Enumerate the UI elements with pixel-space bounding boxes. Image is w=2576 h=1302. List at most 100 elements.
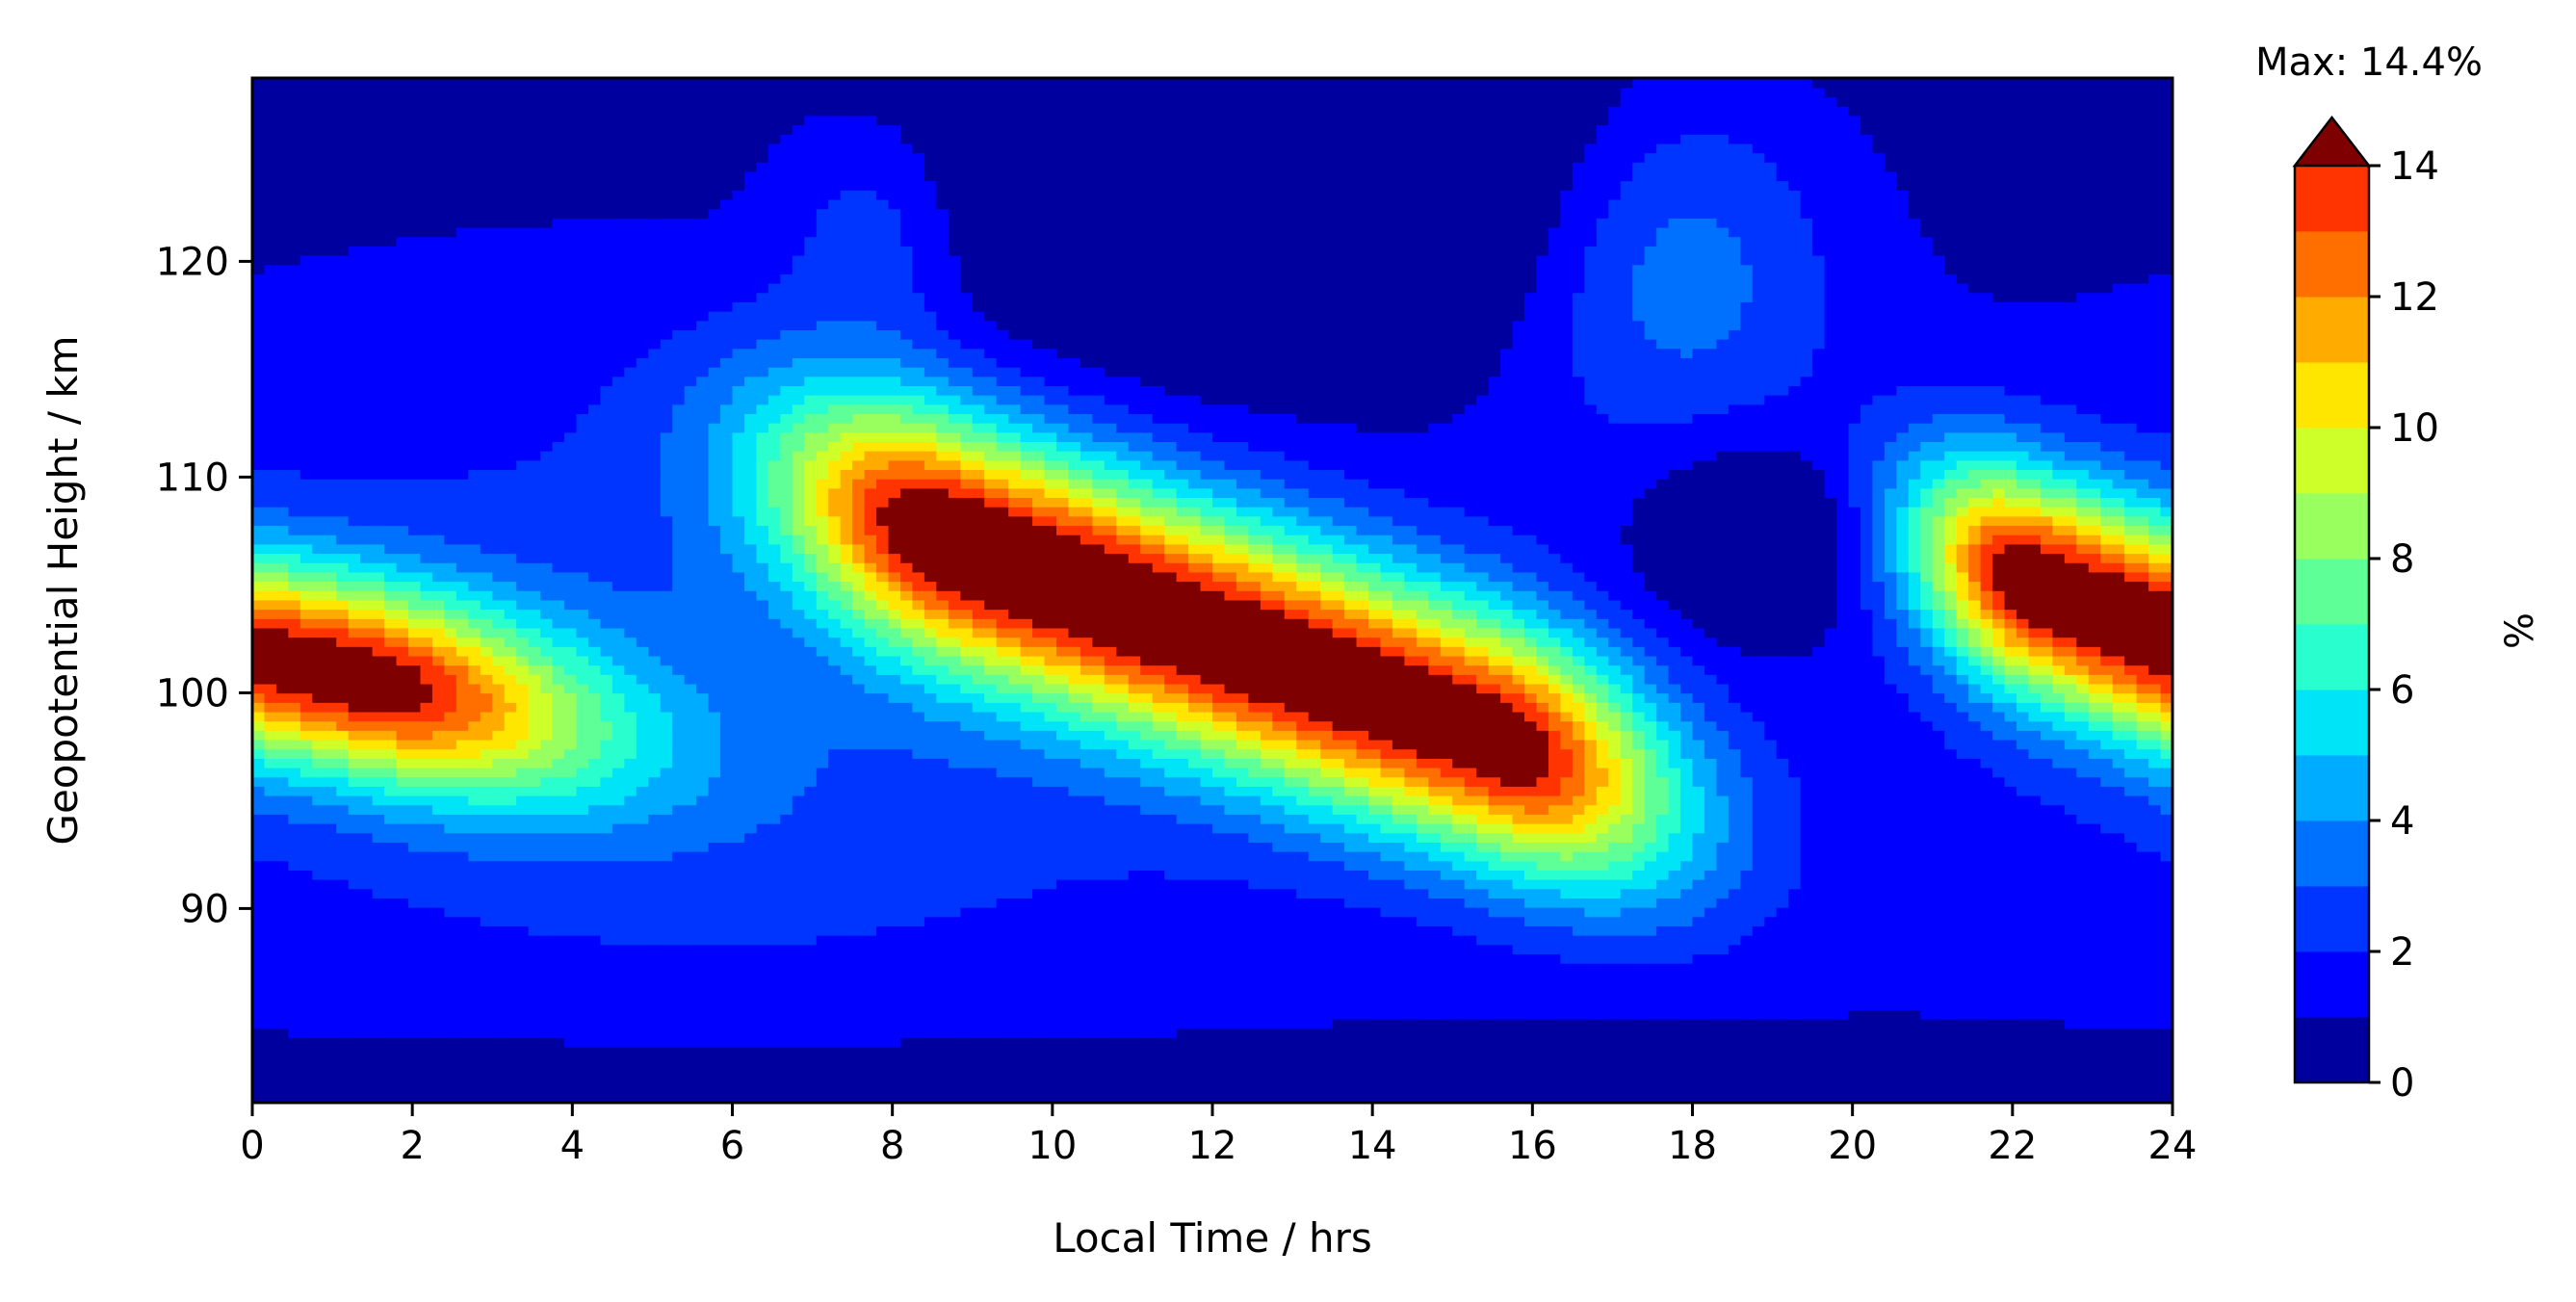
contour-cell [648, 170, 662, 182]
contour-cell [684, 180, 697, 191]
contour-cell [444, 282, 457, 294]
contour-cell [444, 1055, 457, 1067]
contour-cell [636, 162, 650, 172]
contour-cell [564, 1028, 578, 1039]
contour-cell [564, 702, 578, 713]
contour-cell [504, 720, 517, 731]
contour-cell [396, 571, 409, 583]
contour-cell [576, 515, 589, 527]
contour-cell [275, 711, 290, 722]
contour-cell [360, 748, 374, 759]
contour-cell [636, 1000, 650, 1011]
contour-cell [492, 898, 506, 908]
contour-cell [564, 748, 578, 759]
contour-cell [720, 720, 734, 731]
contour-cell [780, 906, 794, 918]
contour-cell [600, 282, 613, 294]
contour-cell [576, 581, 589, 591]
contour-cell [480, 850, 494, 862]
contour-cell [420, 218, 433, 228]
contour-cell [624, 888, 637, 898]
contour-cell [360, 152, 374, 163]
contour-cell [275, 581, 290, 591]
contour-cell [743, 711, 758, 722]
contour-cell [720, 850, 734, 862]
contour-cell [540, 692, 554, 703]
contour-cell [576, 571, 589, 583]
contour-cell [720, 842, 734, 852]
contour-cell [756, 329, 769, 340]
contour-cell [312, 767, 325, 778]
contour-cell [540, 87, 554, 98]
contour-cell [600, 739, 613, 750]
contour-cell [611, 478, 626, 489]
contour-cell [444, 842, 457, 852]
contour-cell [420, 627, 433, 638]
contour-cell [756, 842, 769, 852]
contour-cell [780, 143, 794, 154]
contour-cell [275, 329, 290, 340]
contour-cell [480, 543, 494, 555]
contour-cell [384, 226, 398, 238]
contour-cell [648, 702, 662, 713]
contour-cell [528, 478, 541, 489]
contour-cell [264, 115, 277, 126]
contour-cell [312, 320, 325, 330]
contour-cell [480, 609, 494, 619]
contour-cell [576, 739, 589, 750]
contour-cell [264, 953, 277, 964]
contour-cell [516, 683, 530, 694]
contour-cell [660, 292, 673, 302]
contour-cell [648, 264, 662, 274]
contour-cell [516, 413, 530, 424]
contour-cell [743, 208, 758, 219]
contour-cell [275, 739, 290, 750]
contour-cell [455, 236, 470, 247]
contour-cell [743, 962, 758, 974]
contour-cell [636, 599, 650, 611]
contour-cell [732, 1065, 745, 1076]
contour-cell [696, 990, 710, 1002]
contour-cell [324, 106, 338, 117]
contour-cell [264, 898, 277, 908]
contour-cell [431, 898, 446, 908]
contour-cell [384, 990, 398, 1002]
contour-cell [348, 301, 361, 312]
contour-cell [264, 571, 277, 583]
contour-cell [480, 96, 494, 107]
contour-cell [348, 404, 361, 415]
contour-cell [312, 143, 325, 154]
contour-cell [431, 981, 446, 992]
contour-cell [792, 730, 806, 741]
contour-cell [780, 934, 794, 946]
contour-cell [372, 320, 385, 330]
contour-cell [600, 115, 613, 126]
contour-cell [696, 748, 710, 759]
contour-cell [792, 934, 806, 946]
contour-cell [743, 497, 758, 508]
contour-cell [299, 898, 314, 908]
contour-cell [636, 870, 650, 880]
contour-cell [600, 618, 613, 629]
contour-cell [780, 767, 794, 778]
contour-cell [336, 506, 350, 517]
contour-cell [624, 134, 637, 144]
contour-cell [516, 376, 530, 386]
contour-cell [324, 692, 338, 703]
contour-cell [540, 152, 554, 163]
contour-cell [444, 702, 457, 713]
contour-cell [288, 310, 301, 322]
contour-cell [324, 618, 338, 629]
contour-cell [600, 515, 613, 527]
contour-cell [360, 925, 374, 936]
contour-cell [636, 925, 650, 936]
contour-cell [576, 143, 589, 154]
contour-cell [336, 711, 350, 722]
contour-cell [684, 115, 697, 126]
contour-cell [372, 702, 385, 713]
contour-cell [696, 218, 710, 228]
contour-cell [660, 1046, 673, 1057]
contour-cell [455, 1093, 470, 1103]
contour-cell [372, 962, 385, 974]
contour-cell [576, 842, 589, 852]
